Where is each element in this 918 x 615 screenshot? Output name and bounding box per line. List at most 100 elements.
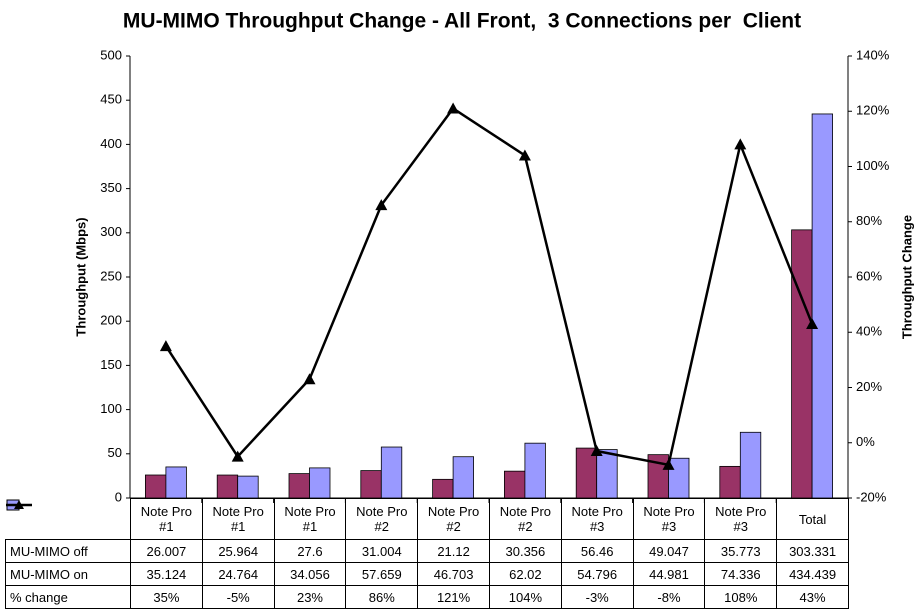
y2-tick-label: 140% bbox=[856, 47, 890, 62]
legend-key bbox=[5, 499, 32, 509]
marker bbox=[447, 102, 460, 114]
table-value: 34.056 bbox=[273, 562, 347, 586]
marker bbox=[231, 450, 244, 462]
table-value: 434.439 bbox=[776, 562, 849, 586]
table-value: 35.124 bbox=[130, 562, 203, 586]
marker bbox=[303, 373, 316, 385]
table-value: 54.796 bbox=[560, 562, 634, 586]
y-axis-title: Throughput (Mbps) bbox=[73, 217, 88, 336]
x-tick-label: Note Pro #1 bbox=[130, 498, 203, 540]
table-value: 25.964 bbox=[201, 539, 275, 563]
y-tick-label: 200 bbox=[100, 313, 122, 328]
y-tick-label: 150 bbox=[100, 357, 122, 372]
y2-tick-label: 80% bbox=[856, 213, 882, 228]
table-value: 56.46 bbox=[560, 539, 634, 563]
x-tick-label: Note Pro #2 bbox=[488, 498, 562, 540]
table-value: 49.047 bbox=[632, 539, 706, 563]
x-tick-label: Note Pro #3 bbox=[632, 498, 706, 540]
bar bbox=[216, 474, 239, 499]
y2-tick-label: 20% bbox=[856, 379, 882, 394]
x-tick-label: Note Pro #2 bbox=[345, 498, 419, 540]
bar bbox=[668, 457, 690, 499]
y-tick-label: 350 bbox=[100, 180, 122, 195]
table-value: -5% bbox=[201, 585, 275, 609]
table-value: 30.356 bbox=[488, 539, 562, 563]
y-tick-label: 0 bbox=[115, 489, 122, 504]
table-value: 35% bbox=[130, 585, 203, 609]
legend-entry: % change bbox=[5, 499, 131, 609]
marker bbox=[590, 445, 603, 457]
table-value: 74.336 bbox=[704, 562, 778, 586]
table-value: 44.981 bbox=[632, 562, 706, 586]
bar bbox=[739, 431, 762, 499]
series-row: MU-MIMO on 35.124 24.764 34.056 57.659 46.703… bbox=[5, 499, 849, 586]
table-value: -3% bbox=[560, 585, 634, 609]
x-tick-label: Note Pro #3 bbox=[560, 498, 634, 540]
bar bbox=[432, 478, 454, 499]
x-tick-label: Note Pro #3 bbox=[704, 498, 778, 540]
legend-label: MU-MIMO off bbox=[10, 543, 88, 559]
bar bbox=[237, 475, 259, 499]
table-value: 303.331 bbox=[776, 539, 849, 563]
series-row: MU-MIMO off 26.007 25.964 27.6 31.004 21.12 30… bbox=[5, 499, 849, 563]
table-value: 21.12 bbox=[417, 539, 490, 563]
marker bbox=[806, 317, 819, 329]
marker bbox=[518, 149, 531, 161]
series-row: % change 35% -5% 23% 86% 121% 104% -3% -8% 108% 43… bbox=[5, 499, 849, 609]
category-row: Note Pro #1 Note Pro #1 Note Pro #1 Note Pr… bbox=[5, 498, 849, 540]
y2-tick-label: 40% bbox=[856, 324, 882, 339]
legend-entry: MU-MIMO off bbox=[5, 499, 131, 563]
table-value: 86% bbox=[345, 585, 419, 609]
y-tick-label: 500 bbox=[100, 47, 122, 62]
marker bbox=[662, 458, 675, 470]
table-value: 35.773 bbox=[704, 539, 778, 563]
bar bbox=[165, 466, 187, 499]
y-tick-label: 250 bbox=[100, 268, 122, 283]
x-tick-label: Note Pro #2 bbox=[417, 498, 490, 540]
bar bbox=[811, 113, 833, 499]
y-tick-label: 400 bbox=[100, 136, 122, 151]
bar bbox=[380, 446, 403, 499]
legend-entry: MU-MIMO on bbox=[5, 499, 131, 586]
bar bbox=[503, 470, 526, 499]
bar bbox=[524, 442, 546, 499]
x-tick-label: Total bbox=[776, 498, 849, 540]
y2-tick-label: 60% bbox=[856, 268, 882, 283]
marker bbox=[159, 340, 172, 352]
bar bbox=[309, 467, 331, 499]
y-tick-label: 50 bbox=[108, 445, 122, 460]
y2-tick-label: 0% bbox=[856, 434, 875, 449]
table-value: -8% bbox=[632, 585, 706, 609]
legend-label: % change bbox=[10, 589, 68, 605]
marker bbox=[734, 138, 747, 150]
table-value: 26.007 bbox=[130, 539, 203, 563]
table-value: 108% bbox=[704, 585, 778, 609]
table-value: 43% bbox=[776, 585, 849, 609]
table-value: 31.004 bbox=[345, 539, 419, 563]
y2-axis-title: Throughput Change bbox=[899, 215, 914, 339]
marker bbox=[375, 199, 388, 211]
x-tick-label: Note Pro #1 bbox=[273, 498, 347, 540]
bar bbox=[360, 470, 382, 499]
table-value: 62.02 bbox=[488, 562, 562, 586]
data-table: Note Pro #1 Note Pro #1 Note Pro #1 Note Pr… bbox=[5, 498, 849, 609]
y2-tick-label: -20% bbox=[856, 489, 887, 504]
table-value: 27.6 bbox=[273, 539, 347, 563]
table-value: 23% bbox=[273, 585, 347, 609]
table-value: 104% bbox=[488, 585, 562, 609]
bar bbox=[719, 465, 741, 499]
bar bbox=[144, 474, 167, 499]
table-value: 24.764 bbox=[201, 562, 275, 586]
bar bbox=[288, 473, 310, 499]
bar bbox=[452, 456, 475, 499]
bar bbox=[596, 449, 618, 499]
y-tick-label: 100 bbox=[100, 401, 122, 416]
y2-tick-label: 120% bbox=[856, 103, 890, 118]
x-tick-label: Note Pro #1 bbox=[201, 498, 275, 540]
line bbox=[164, 106, 814, 467]
table-value: 46.703 bbox=[417, 562, 490, 586]
y-tick-label: 300 bbox=[100, 224, 122, 239]
table-value: 121% bbox=[417, 585, 490, 609]
